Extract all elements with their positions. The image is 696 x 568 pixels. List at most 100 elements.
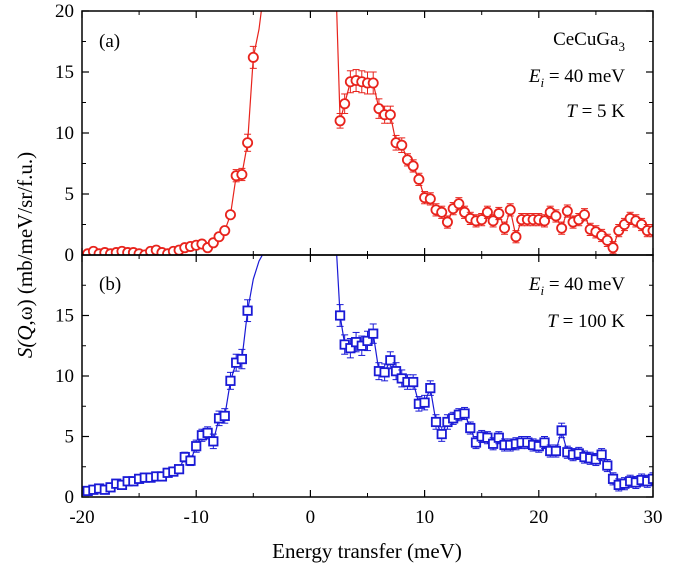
t-value: = 5 K <box>577 101 625 122</box>
data-point <box>219 225 231 237</box>
x-tick-label: -10 <box>184 507 209 528</box>
data-point <box>390 366 402 377</box>
y-axis-title-s: S( <box>13 339 37 359</box>
data-point <box>407 160 419 172</box>
ei-var: E <box>528 66 541 87</box>
data-point <box>539 215 551 227</box>
data-point <box>459 408 470 419</box>
t-value: = 100 K <box>558 311 625 332</box>
y-tick-label: 10 <box>55 366 74 387</box>
ei-value: = 40 meV <box>544 66 625 87</box>
panel-a-ei: Ei = 40 meV <box>528 66 625 90</box>
data-point <box>408 376 419 388</box>
y-axis-title: S(Q,ω) (mb/meV/sr/f.u.) <box>13 152 37 358</box>
data-point <box>510 231 522 243</box>
data-point <box>225 375 236 386</box>
y-tick-label: 20 <box>55 1 74 22</box>
data-point <box>487 215 499 227</box>
data-point <box>339 98 351 110</box>
data-point <box>430 416 442 428</box>
panel-a: 0 5 10 15 20 (a) CeCuGa3 Ei = 40 meV T = 5 K <box>55 1 654 266</box>
data-point <box>539 437 550 448</box>
data-point <box>550 445 562 457</box>
data-point <box>453 198 465 210</box>
data-point <box>561 205 573 217</box>
ei-sub: i <box>540 75 544 90</box>
panel-a-temp: T = 5 K <box>566 101 625 122</box>
panel-b-ticks: -20 -10 0 10 20 30 0 5 10 15 <box>55 255 663 528</box>
data-point <box>556 425 567 436</box>
x-tick-label: -20 <box>69 507 94 528</box>
data-point <box>441 216 453 228</box>
panel-b-data <box>82 255 653 497</box>
data-point <box>550 210 562 222</box>
panel-b-temp: T = 100 K <box>547 311 625 332</box>
data-point <box>647 225 653 237</box>
data-point <box>247 51 259 63</box>
data-point <box>424 193 436 205</box>
data-point <box>224 209 236 221</box>
data-point <box>601 234 613 246</box>
y-tick-label: 5 <box>65 184 75 205</box>
data-point <box>556 222 568 234</box>
data-point <box>396 139 408 151</box>
ei-value: = 40 meV <box>544 274 625 295</box>
y-axis-title-q: Q <box>13 325 37 340</box>
data-point <box>419 397 430 408</box>
ei-var: E <box>528 274 541 295</box>
panel-b-label: (b) <box>99 274 121 295</box>
data-point <box>242 137 254 149</box>
data-point <box>481 206 493 218</box>
data-point <box>385 355 396 366</box>
compound-name: CeCuGa <box>553 29 619 50</box>
y-axis-title-rest: ,ω) (mb/meV/sr/f.u.) <box>13 152 37 326</box>
t-var: T <box>547 311 559 332</box>
t-var: T <box>566 101 578 122</box>
panel-b-frame <box>81 254 654 498</box>
data-point <box>602 460 613 471</box>
data-point <box>578 209 590 221</box>
data-point <box>236 168 248 180</box>
data-point <box>476 214 488 226</box>
data-point <box>367 77 379 89</box>
x-tick-label: 10 <box>415 507 434 528</box>
panel-b: -20 -10 0 10 20 30 0 5 10 15 (b) Ei = 40 meV T = … <box>55 254 663 528</box>
data-point <box>368 328 379 339</box>
y-tick-label: 10 <box>55 123 74 144</box>
data-point <box>425 382 436 394</box>
y-tick-label: 15 <box>55 62 74 83</box>
y-tick-label: 0 <box>65 487 75 508</box>
panel-b-ei: Ei = 40 meV <box>528 274 625 298</box>
data-point <box>334 310 346 321</box>
data-point <box>493 208 505 220</box>
x-tick-label: 0 <box>306 507 316 528</box>
data-point <box>242 305 253 316</box>
data-point <box>607 242 619 254</box>
data-point <box>493 432 504 443</box>
y-tick-label: 5 <box>65 427 75 448</box>
data-point <box>219 410 230 422</box>
data-point <box>499 222 511 234</box>
data-point <box>596 449 607 460</box>
data-point <box>465 422 476 434</box>
data-point <box>202 427 213 438</box>
data-point <box>436 428 447 440</box>
y-tick-label: 0 <box>65 245 75 266</box>
data-point <box>384 109 396 121</box>
data-point <box>173 464 185 475</box>
x-tick-label: 20 <box>529 507 548 528</box>
data-point <box>185 455 196 466</box>
ei-sub: i <box>540 283 544 298</box>
data-point <box>413 173 425 185</box>
data-point <box>362 335 373 347</box>
panel-a-data <box>82 11 653 255</box>
panel-a-label: (a) <box>99 31 120 52</box>
data-point <box>379 367 390 378</box>
y-tick-label: 15 <box>55 306 74 327</box>
x-axis-title: Energy transfer (meV) <box>272 539 462 563</box>
data-point <box>191 441 202 452</box>
x-tick-label: 30 <box>644 507 663 528</box>
data-point <box>208 436 219 447</box>
data-point <box>436 206 448 218</box>
